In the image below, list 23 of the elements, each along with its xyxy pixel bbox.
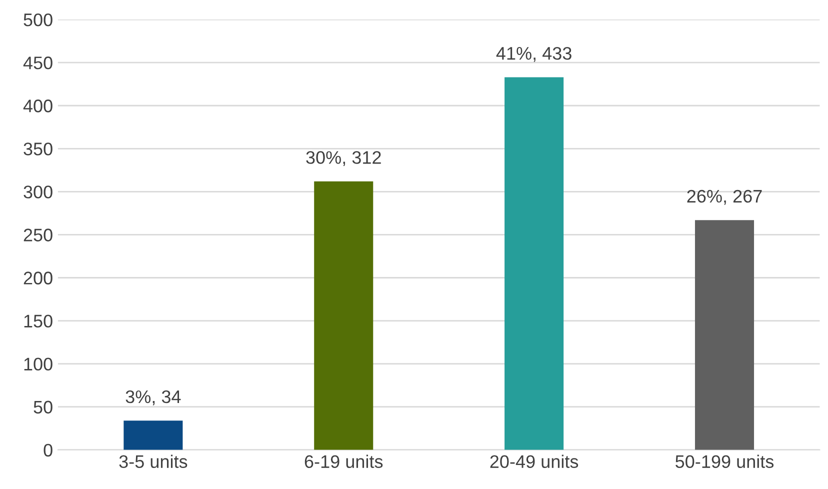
y-tick-label: 300 — [24, 186, 52, 198]
x-tick-label: 50-199 units — [676, 454, 774, 468]
data-label: 41%, 433 — [496, 46, 572, 62]
bar — [694, 220, 754, 450]
y-tick-label: 100 — [24, 358, 52, 371]
data-label: 30%, 312 — [306, 151, 381, 166]
bar — [504, 77, 564, 450]
y-tick-label: 400 — [23, 100, 52, 112]
y-tick-label: 200 — [24, 272, 52, 284]
y-tick-label: 450 — [23, 56, 52, 70]
data-label: 3%, 34 — [126, 390, 181, 406]
x-tick-label: 6-19 units — [304, 454, 383, 468]
bar — [314, 181, 374, 450]
x-tick-label: 20-49 units — [490, 454, 578, 468]
y-tick-label: 0 — [44, 444, 52, 457]
x-tick-label: 3-5 units — [119, 454, 188, 468]
y-tick-label: 150 — [24, 314, 52, 328]
y-tick-label: 500 — [24, 13, 52, 26]
y-tick-label: 50 — [34, 400, 52, 414]
y-tick-label: 350 — [24, 142, 52, 156]
y-tick-label: 250 — [24, 228, 52, 242]
bar — [124, 420, 183, 450]
data-label: 26%, 267 — [687, 190, 762, 205]
